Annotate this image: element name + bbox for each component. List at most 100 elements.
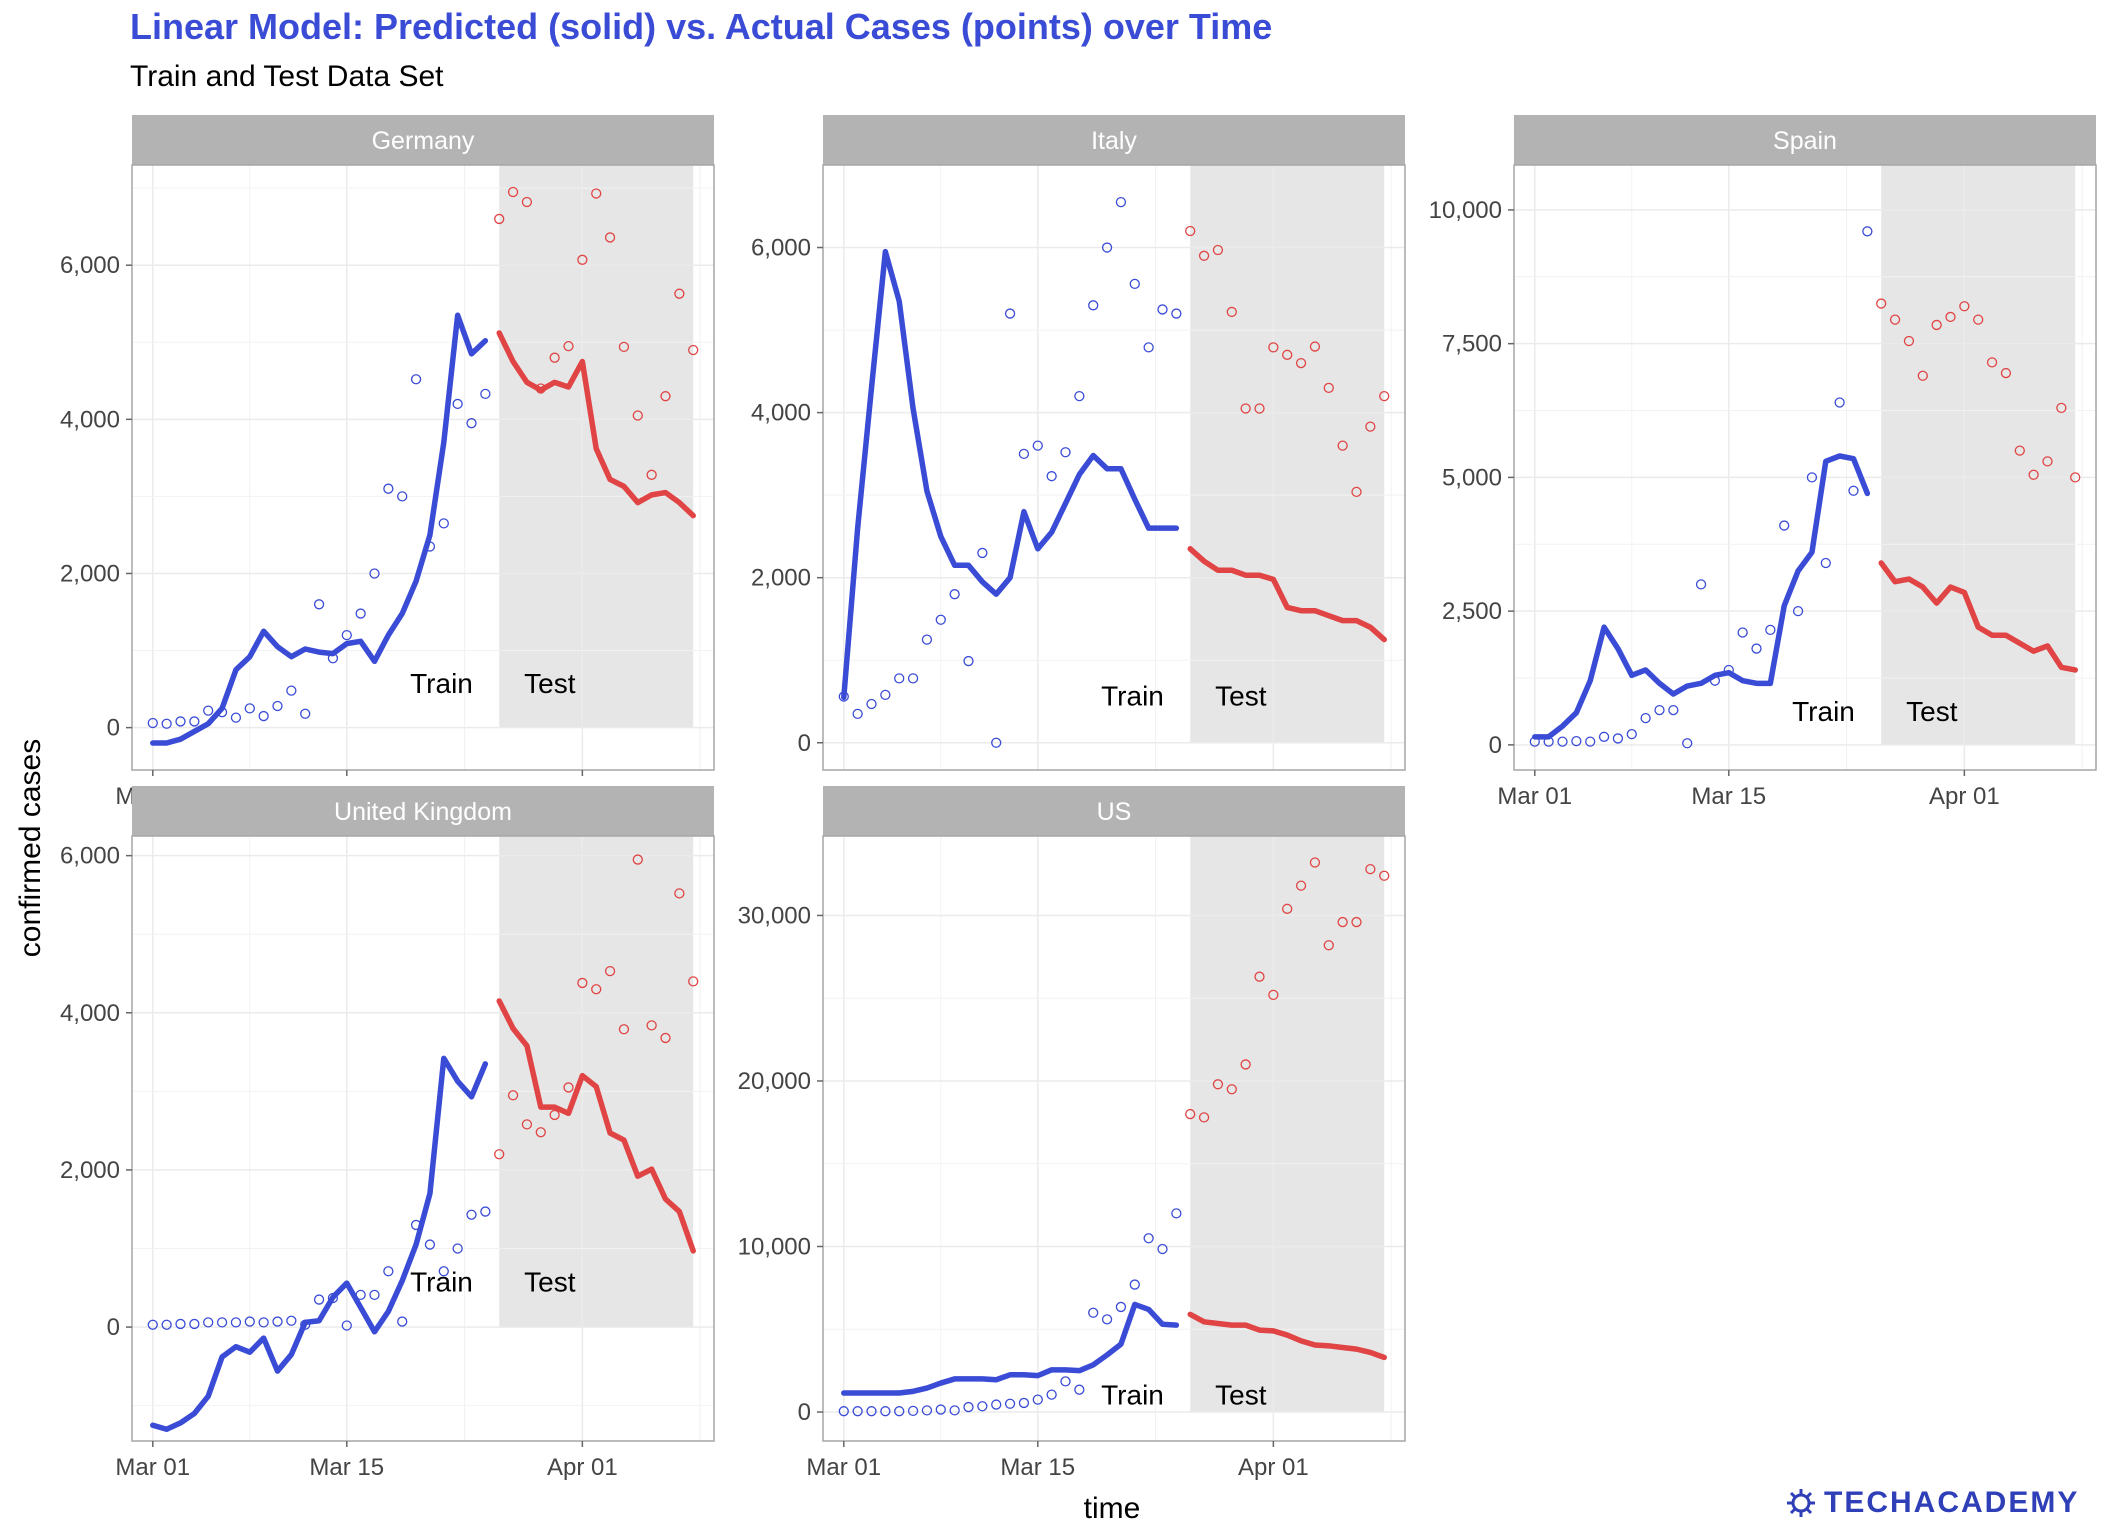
actual-train-point [452, 1243, 463, 1254]
x-tick-label: Apr 01 [547, 1454, 618, 1481]
actual-train-point [963, 655, 974, 667]
actual-test-point [1323, 382, 1334, 394]
actual-train-point [216, 707, 228, 718]
actual-train-point [244, 703, 255, 714]
actual-test-point [591, 984, 602, 995]
actual-test-point [1198, 250, 1210, 261]
actual-train-point [1018, 1397, 1030, 1409]
y-tick-label: 4,000 [751, 400, 811, 427]
actual-test-point [563, 1082, 574, 1093]
actual-test-point [604, 232, 616, 243]
actual-train-point [1806, 472, 1818, 483]
y-tick-label: 2,500 [1442, 598, 1502, 625]
actual-train-point [369, 568, 380, 579]
test-label: Test [1215, 681, 1267, 712]
panel-border-germany [131, 164, 715, 771]
actual-train-point [383, 483, 394, 494]
actual-train-point [230, 712, 242, 723]
actual-train-point [1129, 1279, 1140, 1290]
panel-border-united-kingdom [131, 835, 715, 1442]
actual-test-point [1889, 314, 1901, 325]
actual-train-point [935, 614, 946, 625]
actual-test-point [507, 1090, 519, 1101]
actual-train-point [852, 1406, 863, 1417]
predicted-train-line-spain [1532, 453, 1871, 740]
actual-test-point [660, 391, 671, 402]
predicted-train-line-us [841, 1301, 1180, 1396]
strip-label-italy: Italy [1091, 127, 1137, 155]
actual-test-point [618, 1024, 630, 1035]
actual-test-point [535, 383, 546, 394]
y-tick-label: 10,000 [1429, 197, 1502, 224]
actual-test-point [1212, 1079, 1224, 1090]
actual-train-point [466, 418, 477, 429]
actual-test-point [521, 196, 533, 208]
actual-train-point [1654, 704, 1665, 716]
actual-test-point [2000, 367, 2012, 379]
actual-train-point [452, 398, 463, 410]
actual-train-point [1101, 242, 1113, 253]
actual-train-point [410, 1219, 422, 1231]
actual-test-point [1365, 863, 1376, 875]
actual-train-point [341, 1320, 352, 1331]
test-band-us [1190, 836, 1385, 1413]
actual-train-point [1668, 704, 1679, 716]
actual-train-point [1709, 675, 1721, 686]
actual-train-point [1779, 520, 1790, 531]
actual-test-point [1212, 244, 1224, 256]
actual-test-point [1240, 403, 1251, 414]
actual-test-point [1282, 903, 1293, 914]
actual-test-point [1254, 971, 1265, 982]
actual-train-point [1792, 605, 1804, 617]
actual-train-point [300, 1319, 311, 1330]
actual-train-point [852, 708, 863, 720]
x-tick-label: Mar 01 [115, 1454, 190, 1481]
x-axis-title: time [1084, 1492, 1141, 1525]
panel-border-spain [1513, 164, 2097, 771]
y-tick-label: 0 [107, 1314, 120, 1341]
actual-train-point [397, 491, 408, 502]
actual-train-point [438, 1266, 449, 1277]
y-tick-label: 6,000 [751, 235, 811, 262]
actual-test-point [1226, 306, 1237, 318]
strip-us [823, 786, 1405, 836]
y-tick-label: 4,000 [60, 406, 120, 433]
actual-test-point [1198, 1112, 1210, 1123]
actual-test-point [1254, 403, 1265, 414]
train-label: Train [1101, 1380, 1164, 1411]
actual-test-point [2042, 456, 2053, 467]
panel-united-kingdom: United Kingdom 0 2,000 4,000 6,000 Mar 01 Mar … [60, 786, 715, 1481]
actual-test-point [1309, 341, 1321, 352]
actual-test-point [1876, 298, 1887, 309]
actual-test-point [646, 1020, 657, 1031]
actual-test-point [632, 410, 643, 421]
actual-test-point [591, 188, 602, 199]
actual-train-point [1598, 731, 1610, 742]
actual-train-point [894, 1406, 905, 1417]
actual-test-point [2014, 445, 2025, 456]
actual-test-point [1226, 1084, 1237, 1095]
actual-test-point [521, 1119, 533, 1130]
y-tick-label: 20,000 [738, 1068, 811, 1095]
actual-train-point [838, 1406, 849, 1417]
panel-border-italy [822, 164, 1406, 771]
actual-train-point [838, 691, 849, 702]
actual-test-point [1268, 989, 1279, 1001]
actual-train-point [1074, 390, 1085, 402]
actual-train-point [977, 1401, 988, 1412]
actual-train-point [880, 689, 891, 701]
actual-train-point [313, 599, 325, 610]
actual-train-point [355, 608, 366, 619]
actual-train-point [313, 1294, 325, 1305]
y-tick-label: 2,000 [60, 560, 120, 587]
x-tick-label: Apr 01 [1238, 1454, 1309, 1481]
test-band-spain [1881, 165, 2076, 745]
actual-train-point [147, 717, 158, 729]
actual-train-point [230, 1317, 242, 1328]
actual-test-point [549, 352, 560, 363]
actual-train-point [1060, 447, 1071, 458]
actual-train-point [1737, 627, 1748, 638]
actual-test-point [1337, 916, 1348, 928]
y-tick-label: 30,000 [738, 902, 811, 929]
actual-test-point [1986, 357, 1998, 368]
